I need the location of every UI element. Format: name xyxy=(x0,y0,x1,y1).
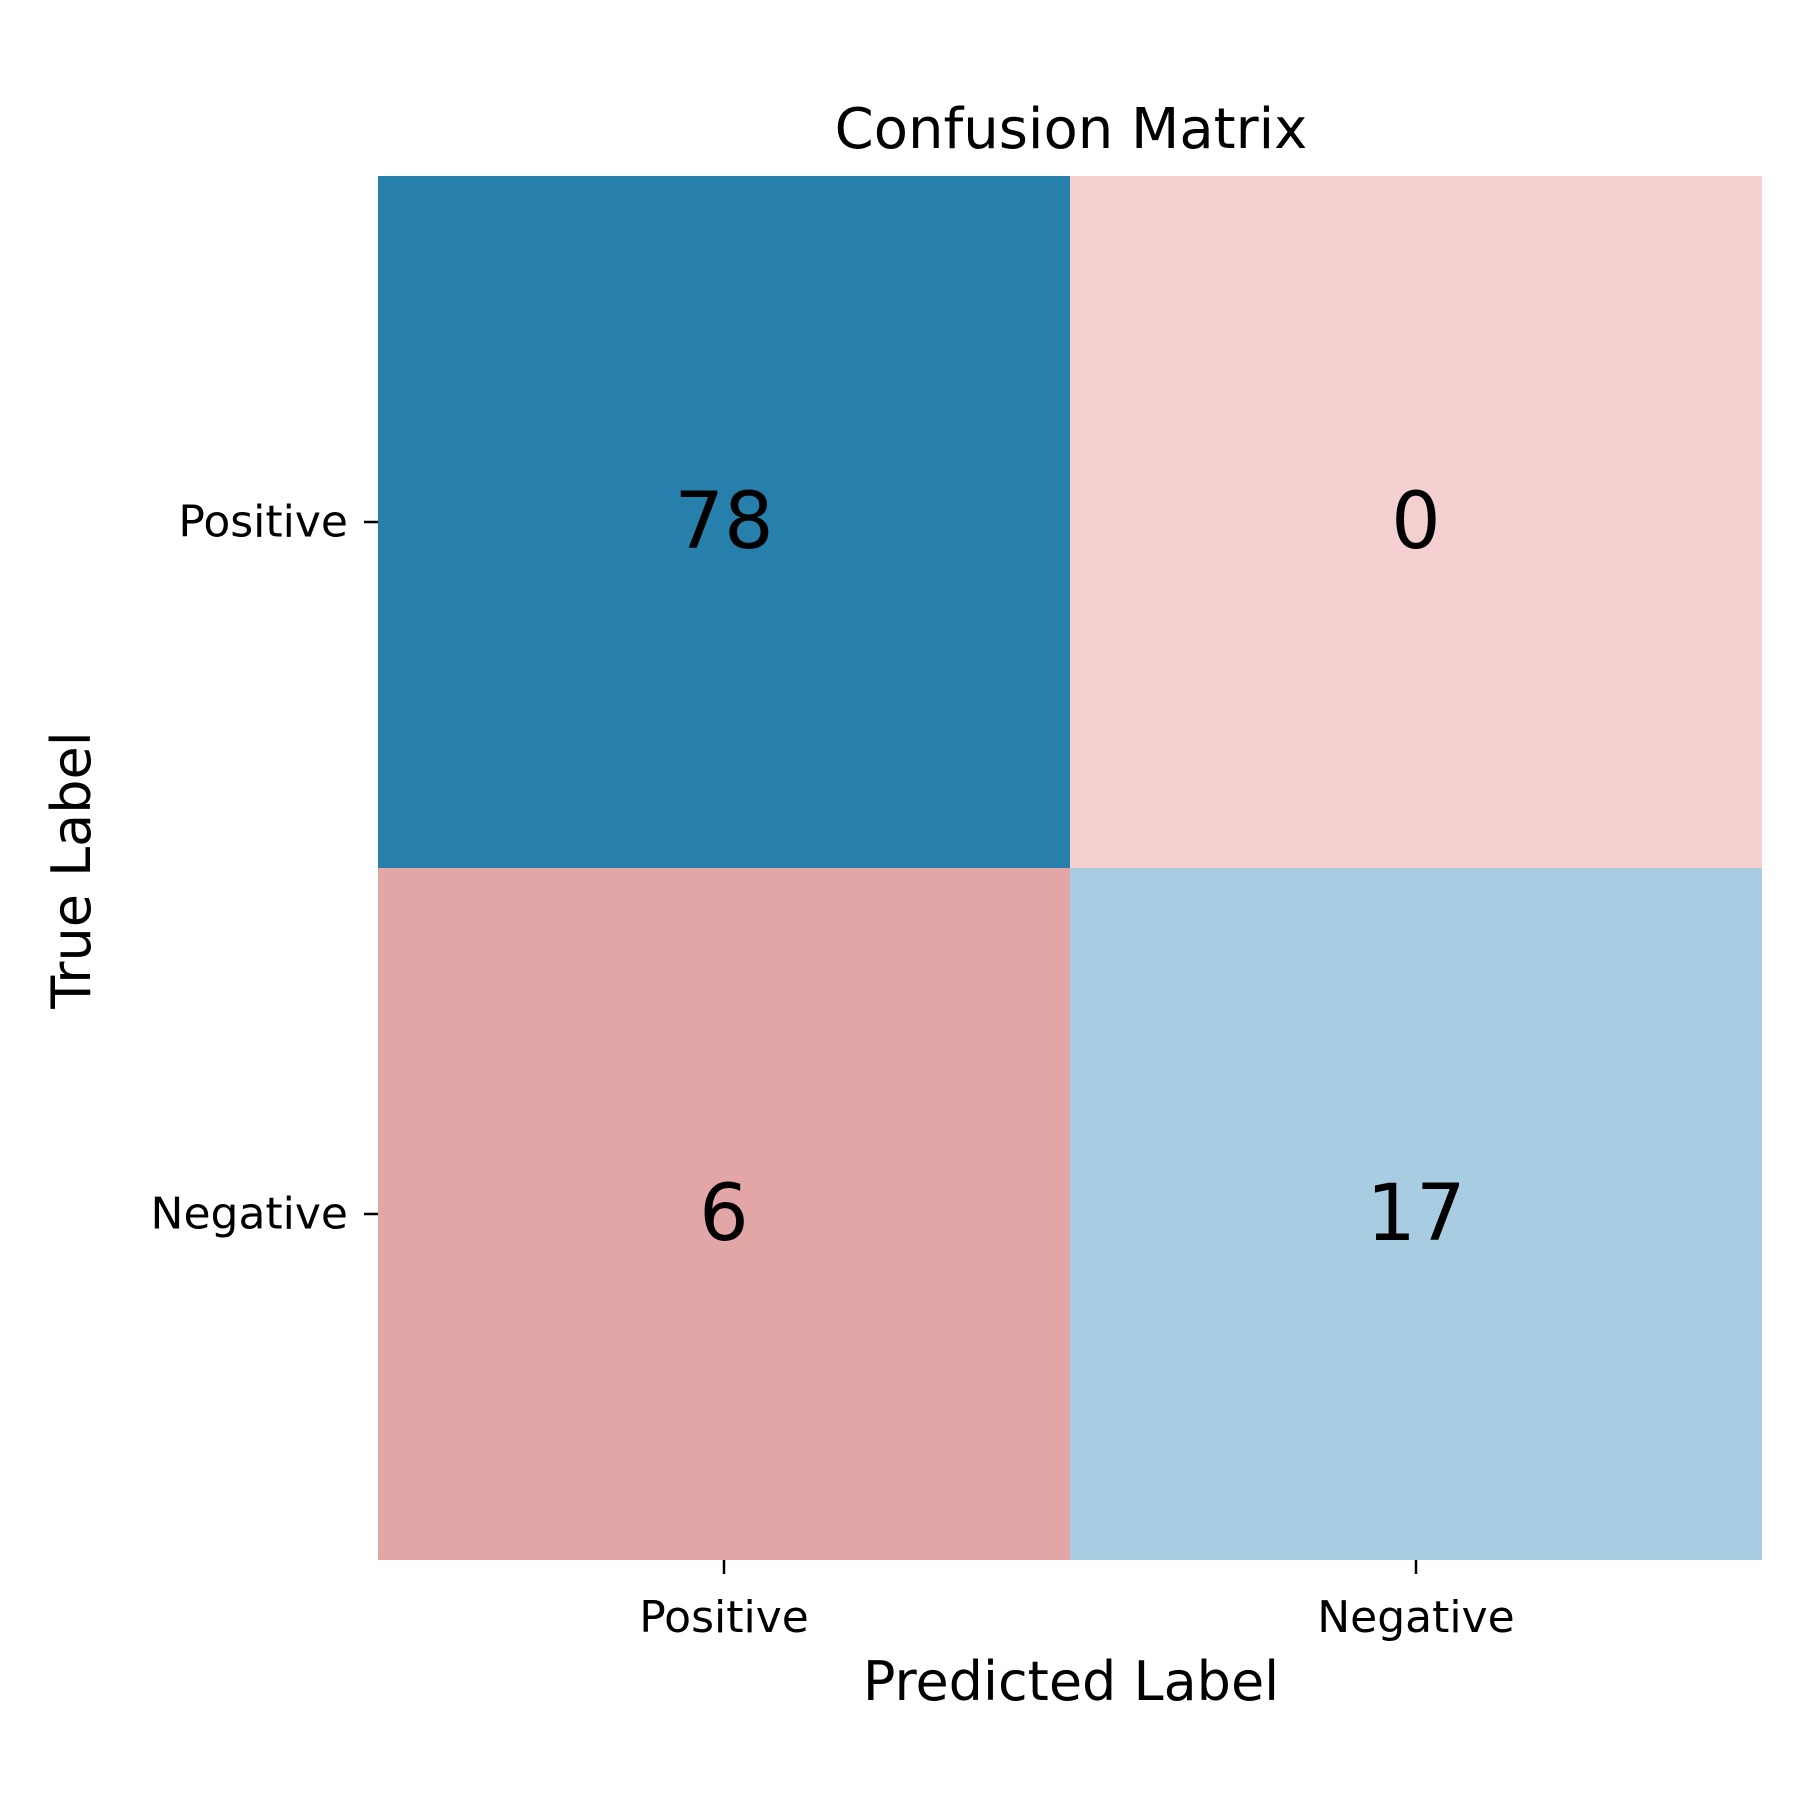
heatmap-cells xyxy=(378,176,1762,1560)
y-tick-label-1: Negative xyxy=(151,1189,348,1240)
y-axis-label: True Label xyxy=(40,731,103,1010)
cell-values: 78 0 6 17 xyxy=(674,477,1465,1259)
cell-value-r1-c0: 6 xyxy=(699,1169,749,1259)
x-tick-label-1: Negative xyxy=(1317,1592,1514,1643)
x-tick-label-0: Positive xyxy=(639,1592,809,1643)
cell-value-r0-c0: 78 xyxy=(674,477,773,567)
heatmap-cell-r1-c0 xyxy=(378,868,1070,1560)
heatmap-cell-r1-c1 xyxy=(1070,868,1762,1560)
x-axis-ticks: Positive Negative xyxy=(639,1560,1515,1643)
chart-title: Confusion Matrix xyxy=(835,97,1308,162)
cell-value-r1-c1: 17 xyxy=(1366,1169,1465,1259)
heatmap-cell-r0-c0 xyxy=(378,176,1070,868)
x-axis-label: Predicted Label xyxy=(863,1650,1279,1713)
y-axis-ticks: Positive Negative xyxy=(151,497,378,1240)
cell-value-r0-c1: 0 xyxy=(1391,477,1441,567)
heatmap-cell-r0-c1 xyxy=(1070,176,1762,868)
y-tick-label-0: Positive xyxy=(178,497,348,548)
